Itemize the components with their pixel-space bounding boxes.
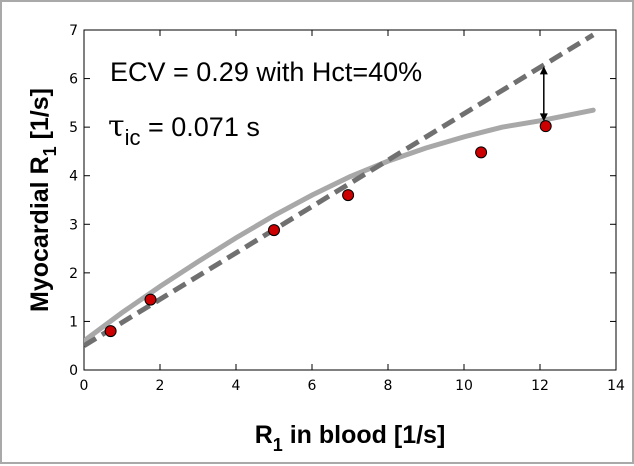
tau-symbol: τ: [108, 109, 125, 144]
y-tick-label: 0: [69, 363, 78, 379]
data-point: [475, 146, 488, 159]
arrow-head-down: [539, 113, 548, 122]
data-point: [539, 120, 552, 133]
y-tick-label: 6: [69, 72, 78, 88]
reference-dashed-line: [84, 32, 595, 348]
data-point: [268, 224, 280, 237]
x-tick-label: 2: [156, 378, 165, 394]
fit-curve: [84, 107, 596, 344]
x-axis-label: R1 in blood [1/s]: [255, 421, 446, 455]
plot-area: [83, 29, 617, 371]
y-axis-label: Myocardial R1 [1/s]: [26, 88, 60, 312]
data-points: [104, 120, 552, 338]
y-tick-label: 4: [69, 169, 78, 185]
data-point: [144, 293, 157, 306]
data-point: [342, 189, 355, 202]
axis-ticks: [83, 29, 617, 371]
x-tick-label: 4: [232, 378, 241, 394]
difference-arrow: [539, 66, 548, 122]
annotation-tau: τic = 0.071 s: [108, 109, 260, 150]
x-tick-label: 10: [455, 378, 473, 394]
x-tick-label: 14: [607, 378, 625, 394]
arrow-head-up: [539, 66, 548, 75]
y-tick-label: 1: [69, 314, 78, 330]
y-tick-label: 3: [69, 217, 78, 233]
tau-subscript: ic: [125, 125, 141, 150]
tau-value: = 0.071 s: [141, 112, 260, 142]
y-tick-label: 2: [69, 266, 78, 282]
x-tick-label: 12: [531, 378, 549, 394]
annotation-ecv: ECV = 0.29 with Hct=40%: [110, 57, 422, 87]
data-point: [104, 325, 117, 338]
x-tick-label: 6: [308, 378, 317, 394]
y-tick-label: 5: [69, 120, 78, 136]
y-tick-label: 7: [69, 23, 78, 39]
x-tick-label: 8: [384, 378, 393, 394]
x-tick-label: 0: [80, 378, 89, 394]
